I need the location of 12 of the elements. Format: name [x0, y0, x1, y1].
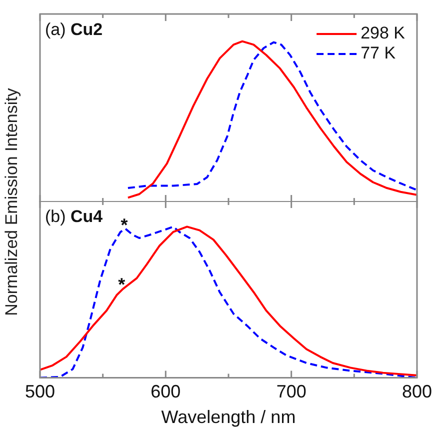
chart-title: (b) Cu4: [45, 207, 104, 226]
x-tick-label: 500: [24, 382, 56, 402]
x-axis-title: Wavelength / nm: [161, 407, 296, 428]
y-axis-title: Normalized Emission Intensity: [2, 88, 22, 316]
annotation: *: [120, 214, 128, 235]
legend-label: 77 K: [360, 44, 396, 63]
x-tick-label: 600: [150, 382, 181, 402]
x-tick-label: 800: [402, 382, 432, 402]
chart-title: (a) Cu2: [45, 20, 103, 40]
x-tick-label: 700: [276, 382, 306, 402]
legend-label: 298 K: [360, 24, 406, 43]
annotation: *: [118, 274, 126, 295]
